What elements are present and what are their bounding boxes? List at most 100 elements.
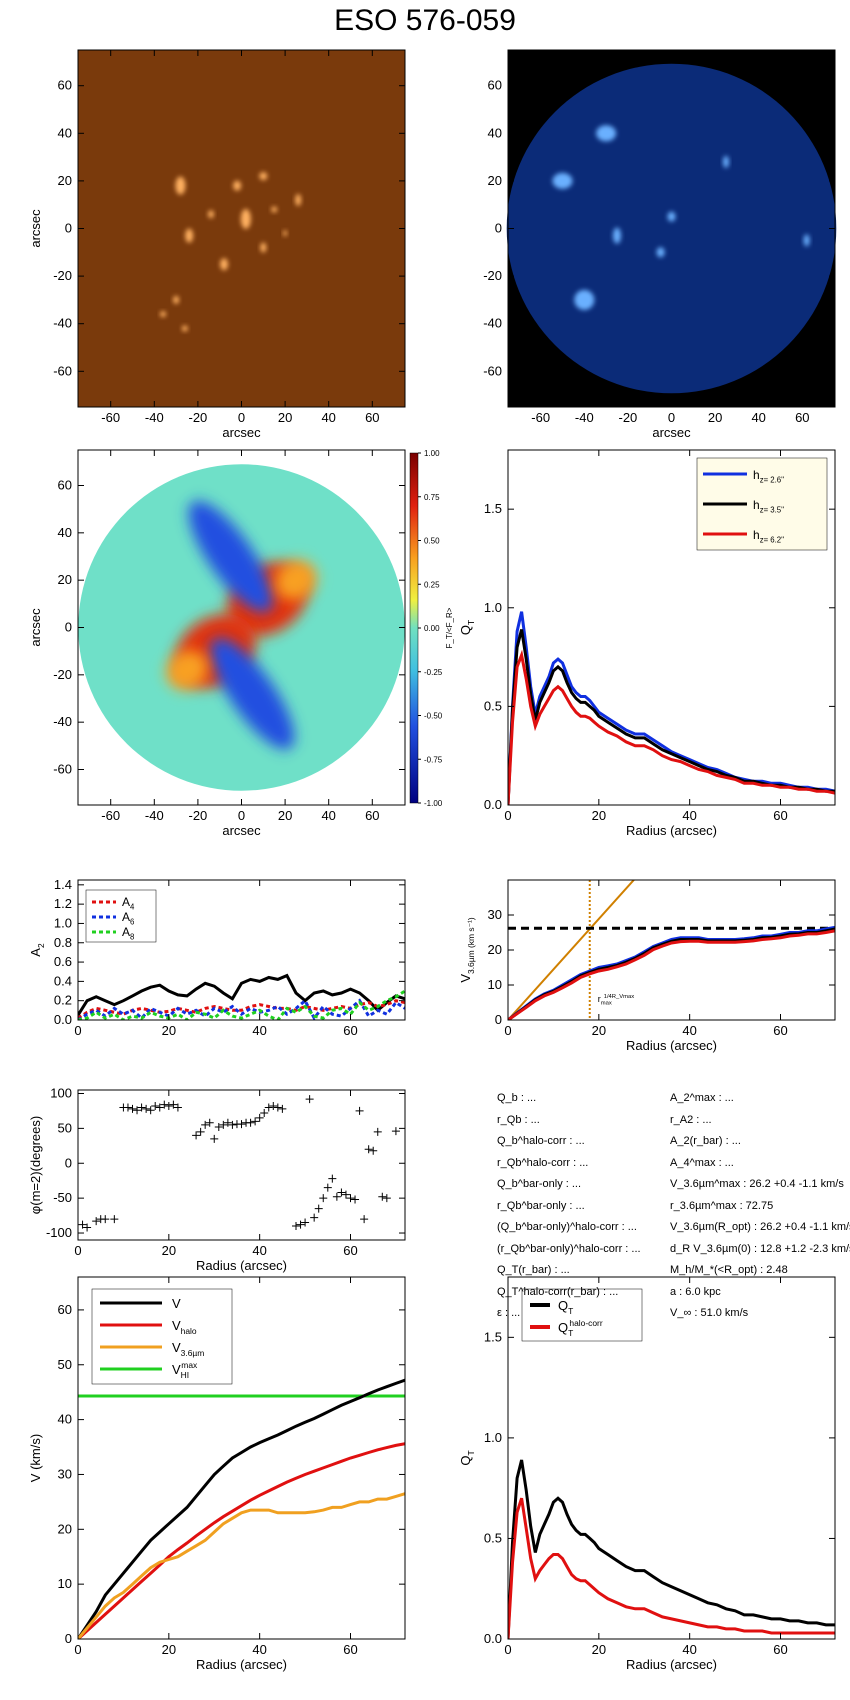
legend-label: A6 [122, 910, 134, 927]
emission-blob [574, 289, 595, 310]
series-line-2 [78, 1492, 405, 1639]
x-tick-label: 20 [162, 1243, 176, 1258]
series-line-0 [508, 1459, 835, 1639]
force-lobes [166, 500, 317, 750]
parameter-line: r_3.6µm^max : 72.75 [670, 1199, 774, 1212]
parameter-line: r_Qb^halo-corr : ... [497, 1156, 589, 1169]
x-axis-label: arcsec [652, 425, 691, 440]
colorbar-label: F_T/<F_R> [445, 607, 454, 648]
y-tick-label: -40 [53, 714, 72, 729]
scatter-point [323, 1183, 332, 1192]
chart-image-blue: -60 -40 -20 0 20 40 60 -60 -40 -20 0 20 40 60 arcsec [483, 49, 837, 440]
scatter-point [160, 1100, 169, 1109]
x-tick-label: 40 [682, 1023, 696, 1038]
y-tick-label: 50 [58, 1120, 72, 1135]
colorbar-gradient [409, 452, 419, 804]
emission-blob [723, 155, 729, 168]
parameter-line: V_3.6µm^max : 26.2 +0.4 -1.1 km/s [670, 1178, 844, 1190]
plot-area [508, 1459, 835, 1639]
y-tick-label: 20 [488, 942, 502, 957]
x-tick-label: 20 [708, 410, 722, 425]
x-tick-label: 0 [504, 1023, 511, 1038]
force-lobe [210, 638, 295, 750]
x-tick-label: 20 [592, 1642, 606, 1657]
scatter-point [341, 1190, 350, 1199]
y-axis-label: QT [458, 620, 476, 635]
scatter-point [310, 1213, 319, 1222]
scatter-point [332, 1192, 341, 1201]
plot-frame [507, 1276, 836, 1640]
x-tick-label: 20 [592, 808, 606, 823]
y-tick-label: 1.0 [484, 600, 502, 615]
scatter-point [228, 1120, 237, 1129]
x-tick-label: 0 [504, 1642, 511, 1657]
scatter-point [83, 1223, 92, 1232]
scatter-point [378, 1192, 387, 1201]
chart-v-halo: 0 20 40 60 0 10 20 30 40 50 60 Radius (arcsec) V (km… [28, 1276, 406, 1672]
scatter-point [246, 1118, 255, 1127]
y-tick-label: 1.4 [54, 877, 72, 892]
x-tick-label: 60 [343, 1023, 357, 1038]
x-tick-label: 60 [773, 1642, 787, 1657]
y-axis-label: V (km/s) [28, 1434, 43, 1482]
chart-qt-h: 0 20 40 60 0.0 0.5 1.0 1.5 Radius (arcsec) QT hz= … [458, 449, 836, 838]
x-tick-label: 40 [682, 1642, 696, 1657]
x-tick-label: 40 [682, 808, 696, 823]
scatter-point [292, 1222, 300, 1231]
chart-v36: 0 20 40 60 0 10 20 30 Radius (arcsec) V3.6µm (km … [458, 879, 836, 1053]
plot-area [78, 1095, 400, 1232]
series-line-1 [508, 629, 835, 805]
legend-label: QThalo-corr [558, 1318, 603, 1338]
emission-blob [185, 228, 194, 243]
scatter-point [169, 1100, 178, 1109]
parameter-line: Q_b^bar-only : ... [497, 1178, 582, 1190]
parameter-line: A_2^max : ... [670, 1092, 734, 1104]
series-line-0 [78, 973, 405, 1016]
scatter-point [92, 1217, 101, 1226]
x-tick-label: 60 [773, 1023, 787, 1038]
scatter-point [110, 1215, 119, 1224]
legend-label: A4 [122, 895, 135, 912]
scatter-point [133, 1106, 142, 1115]
scatter-point [101, 1215, 110, 1224]
y-tick-label: 60 [488, 78, 502, 93]
scatter-point [223, 1118, 232, 1127]
emission-blob [233, 180, 242, 191]
x-tick-label: -60 [531, 410, 550, 425]
x-tick-label: 60 [365, 808, 379, 823]
legend-label: hz= 2.6'' [753, 468, 785, 485]
legend-box [521, 1288, 643, 1342]
scatter-point [391, 1127, 400, 1136]
scatter-point [382, 1194, 391, 1203]
series-line-1 [78, 1442, 405, 1639]
scatter-point [305, 1095, 314, 1104]
parameter-line: (Q_b^bar-only)^halo-corr : ... [497, 1221, 637, 1233]
y-tick-label: 20 [58, 1521, 72, 1536]
emission-blob [173, 295, 180, 304]
emission-blob [259, 172, 268, 181]
scatter-point [296, 1220, 305, 1229]
x-tick-label: 40 [321, 410, 335, 425]
scatter-point [328, 1174, 337, 1183]
x-tick-label: 0 [504, 808, 511, 823]
y-tick-label: 40 [58, 1412, 72, 1427]
series-line-2 [78, 998, 405, 1020]
parameter-line: r_Qb : ... [497, 1113, 540, 1126]
emission-blob [283, 230, 288, 237]
emission-blob [803, 234, 810, 247]
scatter-point [155, 1103, 164, 1112]
x-tick-label: 20 [592, 1023, 606, 1038]
x-tick-label: 0 [74, 1243, 81, 1258]
plot-frame [77, 1276, 406, 1640]
colorbar-tick-label: -0.50 [424, 712, 443, 721]
chart-phase: 0 20 40 60 -100 -50 0 50 100 Radius (arcsec) φ(m=2… [28, 1085, 406, 1273]
parameter-line: r_A2 : ... [670, 1113, 712, 1126]
y-axis-label: V3.6µm (km s⁻¹) [458, 917, 476, 983]
x-tick-label: 60 [795, 410, 809, 425]
scatter-point [151, 1102, 160, 1111]
scatter-point [260, 1109, 269, 1118]
y-tick-label: -20 [53, 268, 72, 283]
legend-label: hz= 3.5'' [753, 498, 785, 515]
y-tick-label: 50 [58, 1357, 72, 1372]
colorbar: 1.00 0.75 0.50 0.25 0.00 -0.25 -0.50 -0.75 -1.00… [409, 449, 454, 808]
